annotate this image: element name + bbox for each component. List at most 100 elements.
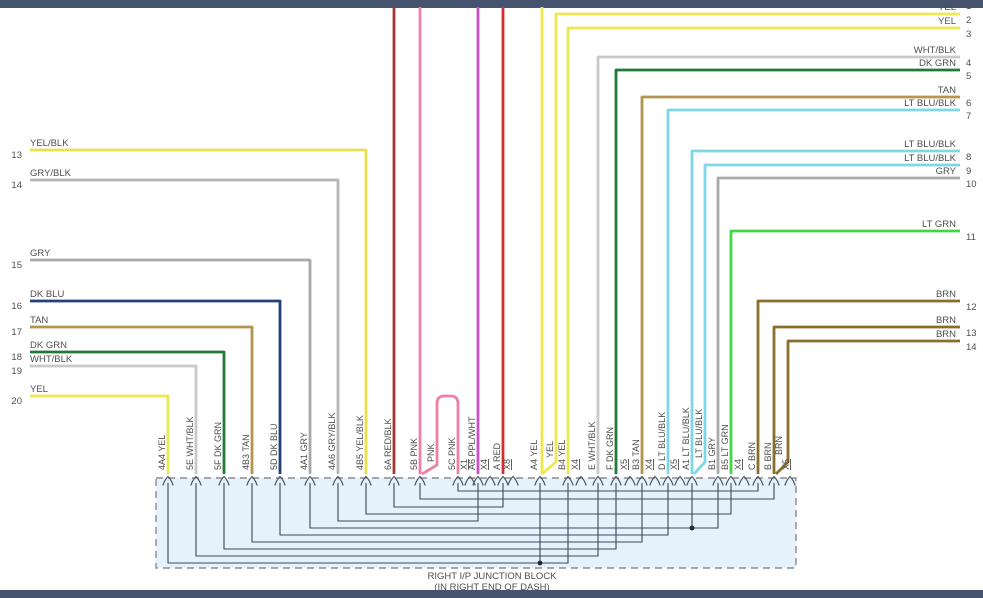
wire-left-19: [30, 364, 198, 474]
terminal-number: 18: [11, 352, 22, 363]
top-window-bar: [0, 0, 983, 8]
wire-right-10: [716, 176, 960, 474]
pin-label: B4 YEL: [557, 440, 567, 470]
wire-color-label: YEL: [938, 16, 956, 27]
wire-color-label: GRY/BLK: [30, 168, 72, 179]
terminal-number: 5: [966, 71, 971, 82]
pin-label: 5F DK GRN: [213, 422, 223, 470]
pin-label: X5: [669, 459, 679, 470]
terminal-number: 2: [966, 15, 971, 26]
pin-label: 4B3 TAN: [241, 434, 251, 470]
wire-pnk-jumper: [421, 394, 460, 476]
terminal-number: 19: [11, 366, 22, 377]
pin-label: X4: [570, 459, 580, 470]
pin-label: F DK GRN: [605, 427, 615, 470]
pin-label: 4A4 YEL: [157, 435, 167, 470]
wire-right-7: [666, 108, 960, 474]
pin-label: 5E WHT/BLK: [185, 416, 195, 470]
pin-label: 5C PNK: [447, 437, 457, 470]
terminal-number: 6: [966, 98, 971, 109]
wire-color-label: DK BLU: [30, 289, 64, 300]
wire-right-3: [566, 26, 960, 474]
terminal-number: 16: [11, 301, 22, 312]
wire-color-label: TAN: [938, 85, 956, 96]
wire-right-12: [756, 299, 960, 474]
wire-left-20: [30, 394, 170, 474]
wire-right-13: [772, 325, 960, 474]
pin-label: 5B PNK: [409, 438, 419, 470]
pin-label: E WHT/BLK: [587, 421, 597, 470]
pin-label: B BRN: [763, 442, 773, 470]
pin-label: BRN: [774, 436, 784, 455]
junction-block-box: [155, 477, 797, 569]
pin-label: 4A6 GRY/BLK: [327, 413, 337, 470]
wire-color-label: DK GRN: [30, 340, 67, 351]
wire-right-14: [775, 339, 960, 475]
wire-color-label: TAN: [30, 315, 48, 326]
wire-right-2: [541, 12, 960, 476]
pin-label: 4B5 YEL/BLK: [355, 415, 365, 470]
pin-label: YEL: [545, 441, 555, 458]
internal-connection: [167, 483, 569, 564]
internal-connection: [279, 483, 669, 536]
pin-label: A6 PPL/WHT: [467, 416, 477, 470]
wire-color-label: BRN: [936, 329, 956, 340]
wire-right-11: [729, 229, 960, 474]
terminal-number: 10: [966, 179, 977, 190]
bottom-window-bar: [0, 590, 983, 598]
pin-label: LT BLU/BLK: [694, 409, 704, 458]
terminal-number: 7: [966, 111, 971, 122]
wire-right-5: [614, 68, 960, 474]
terminal-number: 3: [966, 29, 971, 40]
terminal-number: 9: [966, 166, 971, 177]
internal-connection: [195, 483, 599, 557]
pin-label: A RED: [492, 442, 502, 470]
junction-dot: [689, 525, 695, 531]
internal-connection: [419, 483, 775, 500]
pin-label: B1 GRY: [707, 437, 717, 470]
wire-color-label: WHT/BLK: [914, 45, 957, 56]
wire-left-17: [30, 325, 254, 474]
terminal-pin-labels: 4A4 YEL 5E WHT/BLK 5F DK GRN 4B3 TAN 5D …: [157, 407, 791, 470]
terminal-number: 4: [966, 58, 971, 69]
wire-color-label: BRN: [936, 289, 956, 300]
wire-color-label: LT GRN: [922, 219, 956, 230]
wire-color-label: YEL: [938, 2, 956, 13]
pin-label: 4A1 GRY: [299, 432, 309, 470]
wire-left-16: [30, 299, 282, 474]
wire-color-label: GRY: [936, 166, 957, 177]
left-wires: YEL/BLK GRY/BLK GRY DK BLU TAN DK GRN WH…: [11, 138, 368, 474]
pin-label: X4: [733, 459, 743, 470]
terminal-number: 17: [11, 327, 22, 338]
wire-color-label: LT BLU/BLK: [904, 153, 957, 164]
junction-block-internal-wiring: [167, 483, 775, 566]
pin-label: X5: [781, 459, 791, 470]
wire-left-14: [30, 178, 340, 474]
pin-label: PNK: [426, 443, 436, 462]
internal-connection: [251, 483, 643, 543]
terminal-number: 11: [966, 232, 976, 243]
wire-right-9: [692, 163, 960, 475]
pin-label: B3 TAN: [631, 439, 641, 470]
wire-color-label: GRY: [30, 248, 51, 259]
pin-label: X5: [619, 459, 629, 470]
top-wires: [392, 7, 544, 476]
wire-right-6: [640, 95, 960, 474]
terminal-number: 1: [966, 1, 971, 12]
wire-color-label: YEL/BLK: [30, 138, 69, 149]
terminal-number: 14: [966, 342, 977, 353]
wire-left-15: [30, 258, 312, 474]
internal-connection: [393, 483, 504, 508]
pin-label: X8: [502, 459, 512, 470]
pin-label: X4: [479, 459, 489, 470]
terminal-number: 20: [11, 396, 22, 407]
pin-label: 5D DK BLU: [269, 423, 279, 470]
terminal-number: 15: [11, 260, 22, 271]
internal-connection: [223, 483, 617, 550]
wire-color-label: DK GRN: [919, 58, 956, 69]
internal-connection: [457, 483, 759, 492]
wire-left-13: [30, 148, 368, 474]
wire-color-label: WHT/BLK: [30, 354, 73, 365]
